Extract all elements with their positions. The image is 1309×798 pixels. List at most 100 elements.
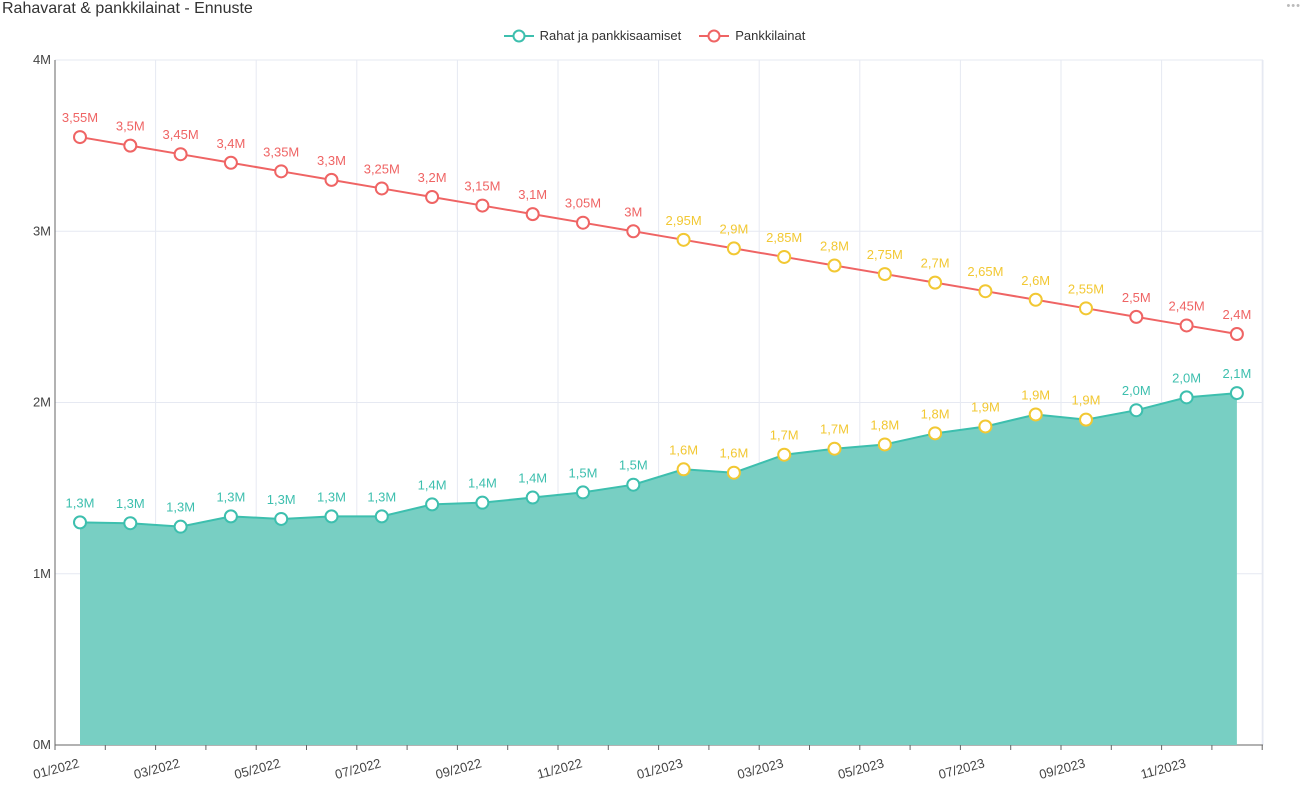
loan-point [1028,292,1043,307]
loan-point [726,241,741,256]
loan-data-label: 2,4M [1222,307,1251,322]
cash-data-label: 1,4M [468,476,497,491]
loan-data-label: 3,15M [464,179,500,194]
cash-point [978,419,993,434]
loan-point [73,130,87,145]
cash-point [877,437,892,452]
cash-data-label: 1,3M [216,489,245,504]
loan-data-label: 2,75M [867,247,903,262]
loan-data-label: 3,45M [163,127,199,142]
cash-data-label: 2,0M [1172,370,1201,385]
cash-point [425,497,440,512]
x-tick-label: 07/2023 [937,755,986,782]
loan-data-label: 3M [624,204,642,219]
loan-data-label: 3,5M [116,119,145,134]
cash-data-label: 1,3M [116,496,145,511]
cash-data-label: 2,1M [1222,366,1251,381]
y-tick-label: 4M [33,52,51,67]
loan-data-label: 2,5M [1122,290,1151,305]
loan-point [676,232,691,247]
loan-point [324,172,339,187]
loan-point [274,164,289,179]
x-tick-label: 11/2023 [1139,755,1187,781]
cash-data-label: 1,3M [267,492,296,507]
cash-data-label: 1,7M [770,428,799,443]
loan-data-label: 3,4M [216,136,245,151]
cash-point [1229,386,1244,401]
loan-data-label: 3,05M [565,196,601,211]
cash-data-label: 2,0M [1122,383,1151,398]
cash-data-label: 1,8M [921,406,950,421]
legend-marker-cash-icon [503,29,534,42]
x-tick-label: 09/2022 [434,755,483,782]
cash-point [525,490,540,505]
x-tick-label: 07/2022 [333,755,382,782]
chart-legend: Rahat ja pankkisaamiset Pankkilainat [0,28,1309,43]
x-tick-label: 09/2023 [1037,755,1086,782]
x-tick-label: 05/2022 [233,755,282,782]
legend-item-cash[interactable]: Rahat ja pankkisaamiset [503,28,682,43]
loan-point [1229,327,1244,341]
cash-point [173,519,188,534]
cash-data-label: 1,9M [1021,387,1050,402]
cash-point [777,447,792,462]
cash-data-label: 1,6M [669,442,698,457]
y-tick-label: 0M [33,737,51,752]
loan-point [1179,318,1194,333]
loan-data-label: 2,55M [1068,281,1104,296]
cash-data-label: 1,9M [1072,393,1101,408]
cash-data-label: 1,7M [820,422,849,437]
chart-title: Rahavarat & pankkilainat - Ennuste [2,0,253,17]
loan-data-label: 3,2M [418,170,447,185]
x-tick-label: 11/2022 [535,755,583,781]
loan-data-label: 2,6M [1021,273,1050,288]
loan-point [777,249,792,264]
loan-point [173,147,188,162]
cash-point [123,516,138,531]
x-tick-label: 01/2022 [31,755,80,782]
loan-data-label: 3,35M [263,144,299,159]
cash-point [1129,403,1144,418]
loan-data-label: 3,1M [518,187,547,202]
y-tick-label: 2M [33,395,51,410]
loan-point [877,267,892,282]
loan-point [1129,309,1144,324]
loan-point [525,207,540,222]
cash-point [928,426,943,441]
cash-series-line [79,392,1237,528]
cash-data-label: 1,3M [367,489,396,504]
cash-data-label: 1,3M [66,495,95,510]
cash-area-fill [80,393,1237,745]
cash-data-label: 1,5M [619,458,648,473]
loan-series-line [79,136,1238,335]
more-dots-icon[interactable]: ••• [1286,0,1301,12]
legend-label-loans: Pankkilainat [735,28,806,43]
cash-point [726,465,741,480]
loan-point [374,181,389,196]
cash-data-label: 1,8M [870,417,899,432]
loan-point [928,275,943,290]
loan-data-label: 2,45M [1169,298,1205,313]
cash-point [324,509,339,524]
loan-point [827,258,842,273]
cash-point [1028,407,1043,422]
x-tick-label: 05/2023 [836,755,885,782]
cash-point [827,441,842,456]
loan-point [425,190,440,204]
legend-marker-loans-icon [699,29,730,42]
loan-data-label: 2,8M [820,239,849,254]
cash-point [626,477,641,492]
loan-point [1079,301,1093,316]
legend-item-loans[interactable]: Pankkilainat [699,28,805,43]
loan-point [475,198,490,213]
loan-point [978,284,993,299]
y-tick-label: 3M [33,223,51,238]
loan-data-label: 2,85M [766,230,802,245]
loan-point [576,215,590,230]
legend-label-cash: Rahat ja pankkisaamiset [539,28,682,43]
loan-data-label: 3,3M [317,153,346,168]
loan-data-label: 2,9M [719,221,748,236]
cash-data-label: 1,9M [971,399,1000,414]
x-tick-label: 03/2022 [132,755,181,782]
cash-data-label: 1,3M [317,489,346,504]
